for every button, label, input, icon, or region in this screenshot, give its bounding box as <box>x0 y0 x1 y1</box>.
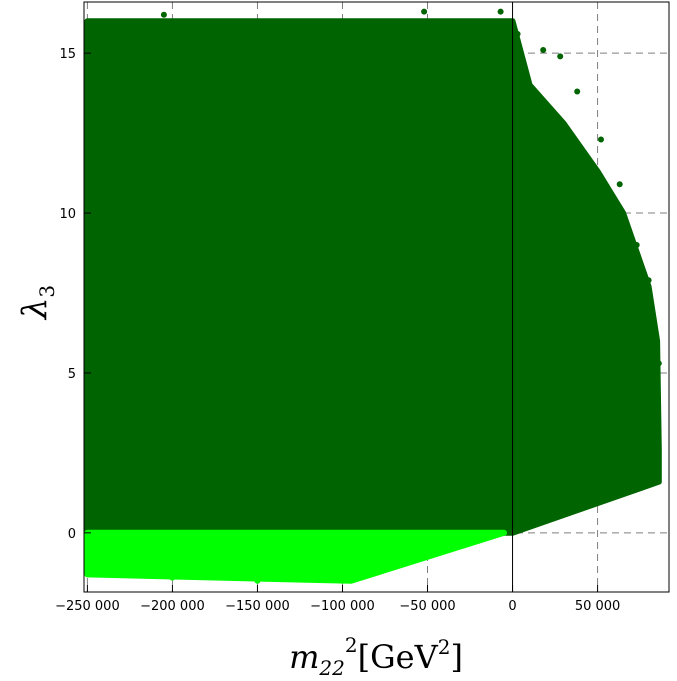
x-axis-title-sub: 22 <box>318 656 344 680</box>
series-0-point-15 <box>616 181 623 188</box>
series-0-point-6 <box>359 43 366 50</box>
y-axis-title-base: λ <box>15 298 55 322</box>
series-1-point-0 <box>92 568 99 575</box>
series-1-point-5 <box>475 537 482 544</box>
x-axis-title-sup: 2 <box>345 633 358 657</box>
x-tick-label-3: −100 000 <box>310 599 375 614</box>
series-0-point-5 <box>302 31 309 37</box>
ticks-layer <box>84 52 599 592</box>
tick-labels-layer: −250 000 −200 000 −150 000 −100 000 −50 000 0… <box>55 47 620 614</box>
x-tick-label-1: −200 000 <box>140 599 205 614</box>
x-tick-label-2: −150 000 <box>225 599 290 614</box>
series-0-point-13 <box>574 88 581 95</box>
series-0-point-4 <box>254 37 261 44</box>
y-tick-label-0: 0 <box>68 527 76 542</box>
series-1-point-3 <box>339 577 346 584</box>
series-0-point-9 <box>497 8 504 15</box>
series-0-region <box>84 18 662 536</box>
series-0-point-2 <box>160 11 167 18</box>
x-tick-label-5: 0 <box>508 599 516 614</box>
x-tick-label-0: −250 000 <box>55 599 120 614</box>
y-tick-label-1: 5 <box>68 367 76 382</box>
points-layer <box>84 8 662 584</box>
x-tick-label-6: 50 000 <box>575 599 621 614</box>
y-axis-title: λ3 <box>15 285 59 321</box>
series-0-point-1 <box>104 34 111 41</box>
series-1-point-2 <box>254 577 261 584</box>
series-1-region <box>84 529 507 584</box>
x-tick-label-4: −50 000 <box>399 599 455 614</box>
plot-frame <box>83 1 670 593</box>
series-0-point-12 <box>557 53 564 60</box>
y-axis-title-sub: 3 <box>35 285 59 298</box>
series-0-point-3 <box>203 21 210 28</box>
series-0-point-11 <box>540 47 547 53</box>
series-0-point-14 <box>598 136 604 143</box>
x-axis-title-unit-open: [GeV <box>358 638 439 676</box>
x-axis-title-unit-sup: 2 <box>438 635 451 659</box>
y-tick-label-3: 15 <box>59 47 76 62</box>
series-1-point-4 <box>407 555 414 562</box>
x-axis-title-base: m <box>289 638 319 676</box>
series-0-point-17 <box>645 277 652 284</box>
series-0-point-16 <box>633 242 640 248</box>
series-0-point-7 <box>421 8 428 15</box>
series-0-point-0 <box>98 24 104 31</box>
series-0-point-18 <box>655 360 662 367</box>
series-1-point-1 <box>169 574 176 581</box>
y-tick-label-2: 10 <box>59 207 76 222</box>
x-axis-title-unit-close: ] <box>450 638 462 676</box>
x-axis-title: m222[GeV2] <box>289 633 463 680</box>
series-0-point-8 <box>458 24 465 31</box>
series-0-point-10 <box>514 31 521 37</box>
